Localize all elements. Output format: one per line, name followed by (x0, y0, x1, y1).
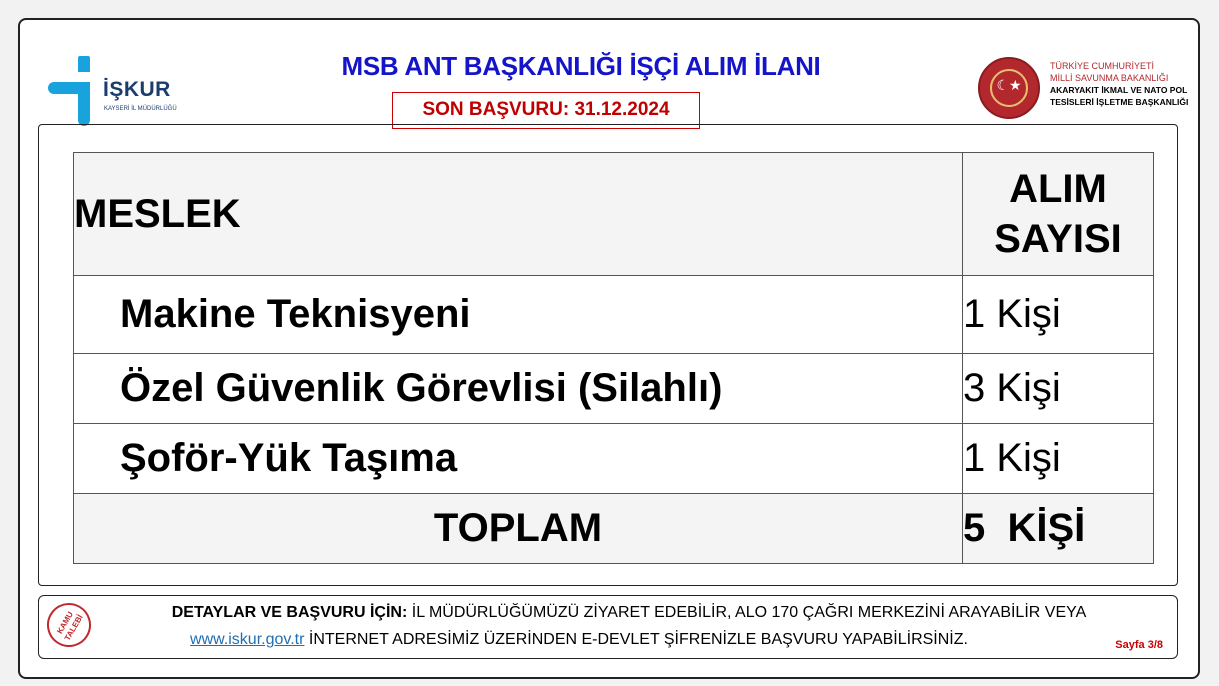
total-label: TOPLAM (73, 493, 963, 564)
header-meslek: MESLEK (73, 152, 963, 276)
msb-line4: TESİSLERİ İŞLETME BAŞKANLIĞI (1050, 97, 1189, 107)
meslek-cell: Şoför-Yük Taşıma (73, 423, 963, 494)
count-cell: 1 Kişi (962, 423, 1154, 494)
footer-text2: İNTERNET ADRESİMİZ ÜZERİNDEN E-DEVLET Şİ… (304, 631, 968, 648)
header-alim: ALIM (1009, 167, 1107, 211)
count-cell: 3 Kişi (962, 353, 1154, 424)
iskur-logo-subtitle: KAYSERİ İL MÜDÜRLÜĞÜ (104, 106, 177, 112)
footer-line2: www.iskur.gov.tr İNTERNET ADRESİMİZ ÜZER… (39, 631, 1119, 649)
positions-table: MESLEK ALIM SAYISI Makine Teknisyeni 1 Ki… (73, 152, 1154, 564)
iskur-logo-name: İŞKUR (103, 78, 171, 101)
crescent-star-icon: ☾★ (996, 77, 1022, 93)
total-value: 5 KİŞİ (962, 493, 1154, 564)
header-alim-sayisi: ALIM SAYISI (962, 152, 1154, 276)
iskur-link[interactable]: www.iskur.gov.tr (190, 631, 305, 648)
footer-lead: DETAYLAR VE BAŞVURU İÇİN: (171, 604, 408, 621)
msb-line3: AKARYAKIT İKMAL VE NATO POL (1050, 85, 1188, 95)
msb-line1: TÜRKİYE CUMHURİYETİ (1050, 61, 1155, 71)
table-row: Makine Teknisyeni 1 Kişi (73, 275, 1154, 354)
page-number: Sayfa 3/8 (1115, 639, 1163, 651)
footer-text1: İL MÜDÜRLÜĞÜMÜZÜ ZİYARET EDEBİLİR, ALO 1… (407, 604, 1087, 621)
footer-line1: DETAYLAR VE BAŞVURU İÇİN: İL MÜDÜRLÜĞÜMÜ… (39, 604, 1219, 622)
msb-line2: MİLLİ SAVUNMA BAKANLIĞI (1050, 73, 1169, 83)
content-box (38, 124, 1178, 586)
footer-box: KAMU TALEBİ DETAYLAR VE BAŞVURU İÇİN: İL… (38, 594, 1178, 659)
table-header-row: MESLEK ALIM SAYISI (73, 152, 1154, 276)
total-row: TOPLAM 5 KİŞİ (73, 493, 1154, 564)
msb-logo-text: TÜRKİYE CUMHURİYETİ MİLLİ SAVUNMA BAKANL… (1050, 60, 1188, 108)
msb-seal-logo: ☾★ (978, 57, 1040, 119)
table-row: Özel Güvenlik Görevlisi (Silahlı) 3 Kişi (73, 353, 1154, 424)
page-title: MSB ANT BAŞKANLIĞI İŞÇİ ALIM İLANI (341, 51, 821, 81)
deadline-badge: SON BAŞVURU: 31.12.2024 (392, 92, 700, 129)
meslek-cell: Makine Teknisyeni (73, 275, 963, 354)
header-sayisi: SAYISI (994, 217, 1122, 261)
table-row: Şoför-Yük Taşıma 1 Kişi (73, 423, 1154, 494)
iskur-logo: İŞKUR KAYSERİ İL MÜDÜRLÜĞÜ (48, 56, 198, 128)
meslek-cell: Özel Güvenlik Görevlisi (Silahlı) (73, 353, 963, 424)
count-cell: 1 Kişi (962, 275, 1154, 354)
